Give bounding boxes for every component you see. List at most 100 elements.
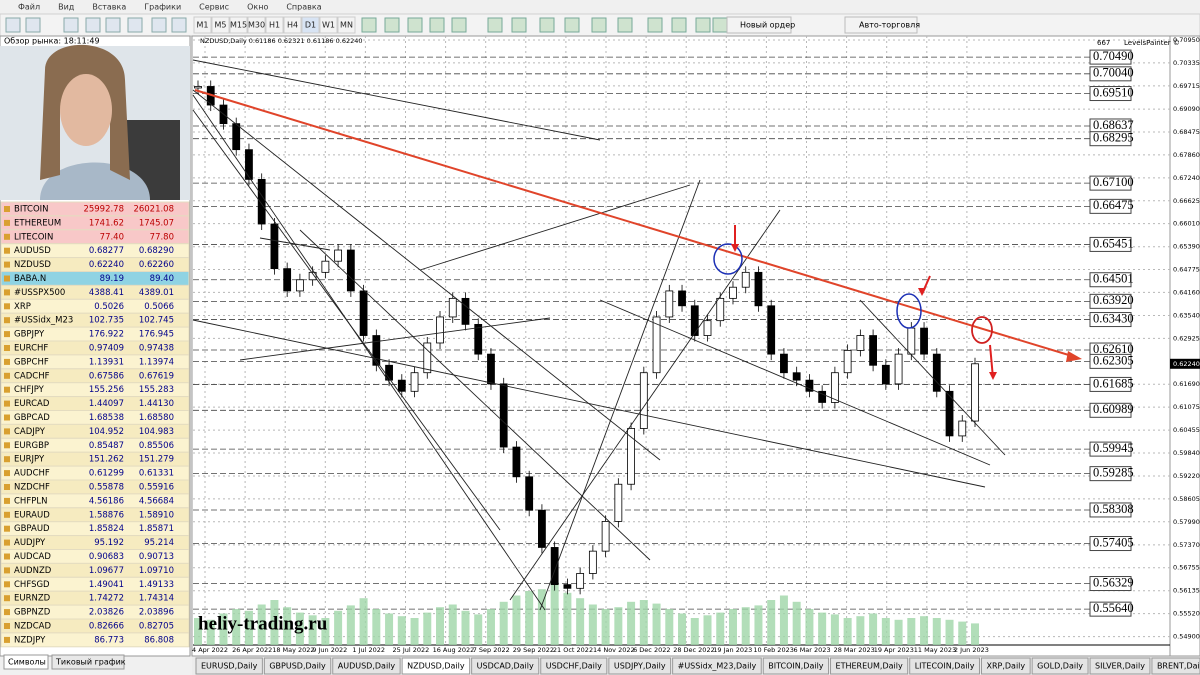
panel-tab[interactable] bbox=[51, 654, 125, 670]
timeframe-button[interactable] bbox=[229, 16, 248, 34]
timeframe-label[interactable]: MN bbox=[340, 21, 353, 30]
toolbar-icon[interactable] bbox=[5, 17, 21, 33]
toolbar-icon[interactable] bbox=[127, 17, 143, 33]
toolbar-icon[interactable] bbox=[407, 17, 423, 33]
chart-tab-label[interactable]: BRENT,Daily bbox=[1157, 662, 1200, 671]
ask: 4.56684 bbox=[139, 496, 174, 506]
timeframe-label[interactable]: D1 bbox=[305, 21, 316, 30]
chart-tab[interactable] bbox=[332, 657, 401, 675]
chart-tab-label[interactable]: USDCAD,Daily bbox=[477, 662, 534, 671]
timeframe-button[interactable] bbox=[211, 16, 230, 34]
market-row[interactable] bbox=[0, 632, 190, 648]
chart-tab-label[interactable]: XRP,Daily bbox=[986, 662, 1025, 671]
chart-tab-label[interactable]: #USSidx_M23,Daily bbox=[678, 662, 757, 671]
menu-item[interactable]: Вставка bbox=[92, 3, 126, 12]
timeframe-label[interactable]: M1 bbox=[197, 21, 209, 30]
chart-tab-label[interactable]: SILVER,Daily bbox=[1095, 662, 1145, 671]
toolbar-icon[interactable] bbox=[695, 17, 711, 33]
toolbar-icon[interactable] bbox=[647, 17, 663, 33]
timeframe-button[interactable] bbox=[193, 16, 212, 34]
new-order-button[interactable] bbox=[726, 16, 792, 34]
timeframe-label[interactable]: M15 bbox=[230, 21, 247, 30]
chart-tab-label[interactable]: GBPUSD,Daily bbox=[269, 662, 326, 671]
chart-tab-label[interactable]: USDCHF,Daily bbox=[546, 662, 602, 671]
toolbar-icon[interactable] bbox=[25, 17, 41, 33]
panel-tab-label[interactable]: Тиковый график bbox=[55, 658, 126, 667]
menu-item[interactable]: Графики bbox=[144, 3, 181, 12]
toolbar-icon[interactable] bbox=[105, 17, 121, 33]
timeframe-button[interactable] bbox=[319, 16, 338, 34]
toolbar-icon[interactable] bbox=[151, 17, 167, 33]
chart-tab[interactable] bbox=[1031, 657, 1089, 675]
ask: 4389.01 bbox=[139, 288, 174, 298]
row-icon bbox=[4, 428, 10, 435]
toolbar-icon[interactable] bbox=[617, 17, 633, 33]
level-box bbox=[1089, 601, 1132, 617]
chart-tab-label[interactable]: USDJPY,Daily bbox=[614, 662, 666, 671]
toolbar-icon[interactable] bbox=[85, 17, 101, 33]
menu-item[interactable]: Справка bbox=[286, 3, 321, 12]
market-watch-title: Обзор рынка: 18:11:49 bbox=[4, 37, 100, 46]
toolbar-icon[interactable] bbox=[591, 17, 607, 33]
trend-line bbox=[419, 184, 691, 271]
bid: 77.40 bbox=[100, 232, 124, 242]
new-order-label[interactable]: Новый ордер bbox=[740, 21, 795, 30]
toolbar-icon[interactable] bbox=[487, 17, 503, 33]
timeframe-button[interactable] bbox=[283, 16, 302, 34]
timeframe-button[interactable] bbox=[247, 16, 266, 34]
chart-tab-label[interactable]: GOLD,Daily bbox=[1037, 662, 1083, 671]
level-label: 0.59285 bbox=[1093, 466, 1134, 480]
timeframe-button[interactable] bbox=[337, 16, 356, 34]
chart-tab[interactable] bbox=[608, 657, 672, 675]
chart-tab[interactable] bbox=[1151, 657, 1200, 675]
menu-item[interactable]: Окно bbox=[247, 3, 268, 12]
toolbar-icon[interactable] bbox=[384, 17, 400, 33]
panel-tab-label[interactable]: Символы bbox=[8, 658, 46, 667]
toolbar-icon[interactable] bbox=[171, 17, 187, 33]
toolbar-icon[interactable] bbox=[712, 17, 728, 33]
toolbar-icon[interactable] bbox=[63, 17, 79, 33]
panel-tab[interactable] bbox=[3, 654, 49, 670]
symbol: #USSidx_M23 bbox=[14, 316, 73, 326]
toolbar-icon[interactable] bbox=[451, 17, 467, 33]
toolbar-icon[interactable] bbox=[671, 17, 687, 33]
timeframe-button[interactable] bbox=[265, 16, 284, 34]
menu-item[interactable]: Вид bbox=[58, 3, 75, 12]
chart-tab[interactable] bbox=[1089, 657, 1151, 675]
chart-tab-label[interactable]: AUDUSD,Daily bbox=[338, 662, 396, 671]
menu-item[interactable]: Сервис bbox=[199, 3, 229, 12]
chart-tab[interactable] bbox=[195, 657, 263, 675]
chart-tab[interactable] bbox=[540, 657, 608, 675]
symbol: AUDJPY bbox=[14, 538, 46, 548]
chart-tab[interactable] bbox=[263, 657, 332, 675]
chart-tab[interactable] bbox=[909, 657, 980, 675]
timeframe-label[interactable]: H1 bbox=[269, 21, 280, 30]
timeframe-label[interactable]: M5 bbox=[215, 21, 227, 30]
toolbar-icon[interactable] bbox=[429, 17, 445, 33]
toolbar-icon[interactable] bbox=[564, 17, 580, 33]
timeframe-label[interactable]: H4 bbox=[287, 21, 298, 30]
chart-tab[interactable] bbox=[401, 657, 471, 675]
chart-tab[interactable] bbox=[830, 657, 909, 675]
chart-tab-label[interactable]: EURUSD,Daily bbox=[201, 662, 258, 671]
ask: 0.97438 bbox=[139, 343, 174, 353]
timeframe-button[interactable] bbox=[301, 16, 320, 34]
menu-item[interactable]: Файл bbox=[18, 3, 40, 12]
bid: 1.49041 bbox=[89, 580, 124, 590]
chart-tab[interactable] bbox=[672, 657, 762, 675]
timeframe-label[interactable]: M30 bbox=[248, 21, 265, 30]
toolbar-icon[interactable] bbox=[511, 17, 527, 33]
trend-line bbox=[192, 89, 661, 461]
chart-tab-label[interactable]: NZDUSD,Daily bbox=[407, 662, 465, 671]
chart-tab-label[interactable]: ETHEREUM,Daily bbox=[836, 662, 903, 671]
timeframe-label[interactable]: W1 bbox=[322, 21, 335, 30]
chart-tab-label[interactable]: BITCOIN,Daily bbox=[768, 662, 824, 671]
auto-trading-label[interactable]: Авто-торговля bbox=[859, 21, 920, 30]
toolbar-icon[interactable] bbox=[539, 17, 555, 33]
toolbar-icon[interactable] bbox=[361, 17, 377, 33]
chart-tab[interactable] bbox=[471, 657, 540, 675]
chart-tab[interactable] bbox=[762, 657, 830, 675]
chart-tab-label[interactable]: LITECOIN,Daily bbox=[915, 662, 975, 671]
auto-trading-button[interactable] bbox=[844, 16, 918, 34]
chart-tab[interactable] bbox=[980, 657, 1031, 675]
